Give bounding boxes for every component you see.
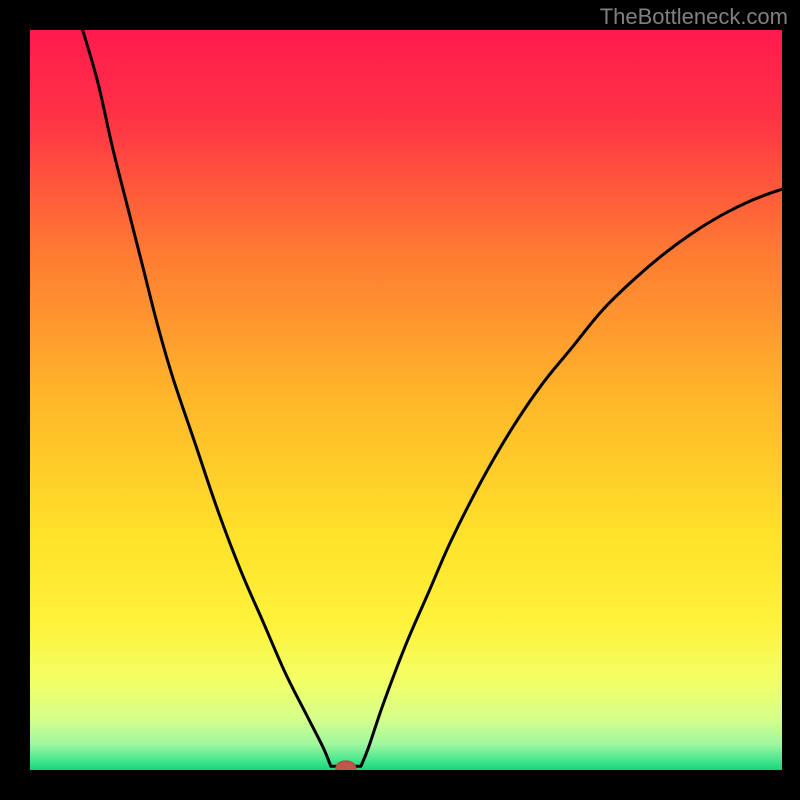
watermark-text: TheBottleneck.com — [600, 4, 788, 30]
gradient-background — [30, 30, 782, 770]
bottleneck-chart — [30, 30, 782, 770]
chart-svg — [30, 30, 782, 770]
